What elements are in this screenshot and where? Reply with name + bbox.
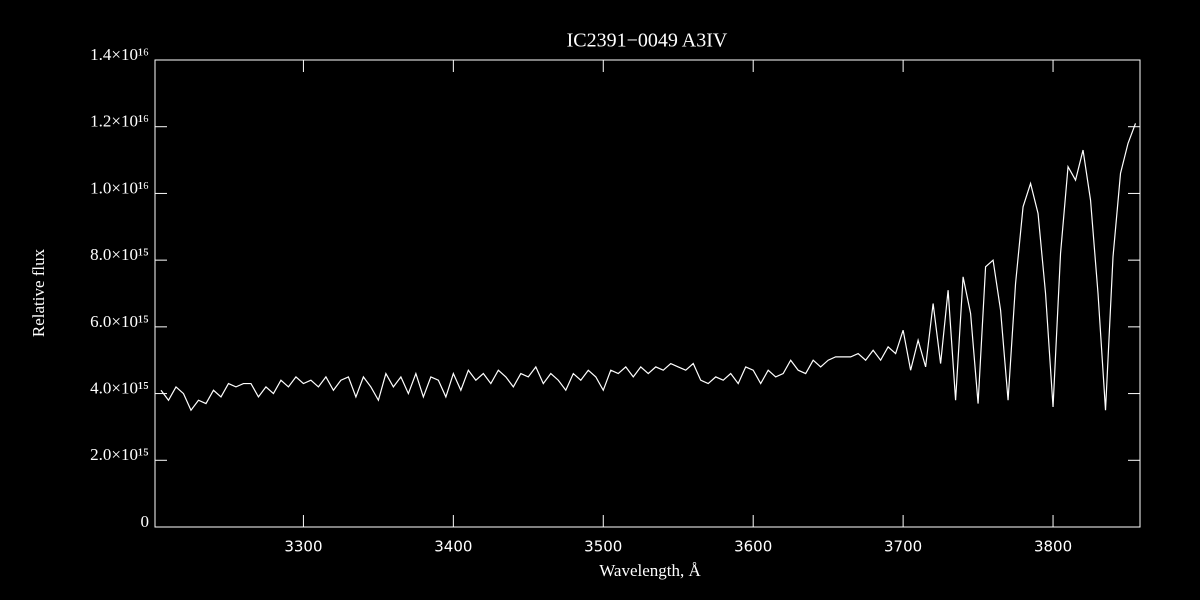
x-tick-label: 3400	[434, 538, 472, 556]
x-tick-label: 3300	[284, 538, 322, 556]
y-tick-label: 1.2×10¹⁶	[90, 112, 149, 131]
x-tick-label: 3600	[734, 538, 772, 556]
y-tick-label: 8.0×10¹⁵	[90, 245, 149, 264]
y-tick-label: 1.0×10¹⁶	[90, 178, 149, 197]
spectrum-line	[160, 123, 1137, 412]
y-tick-label: 4.0×10¹⁵	[90, 378, 149, 397]
x-tick-label: 3800	[1034, 538, 1072, 556]
y-tick-label: 6.0×10¹⁵	[90, 312, 149, 331]
chart-title: IC2391−0049 A3IV	[567, 30, 728, 52]
y-tick-label: 2.0×10¹⁵	[90, 445, 149, 464]
y-tick-label: 1.4×10¹⁶	[90, 45, 149, 64]
x-tick-label: 3500	[584, 538, 622, 556]
x-axis-label: Wavelength, Å	[599, 561, 701, 580]
x-tick-label: 3700	[884, 538, 922, 556]
y-axis-label: Relative flux	[29, 248, 48, 337]
plot-frame	[154, 59, 1141, 528]
y-tick-label: 0	[141, 512, 150, 531]
